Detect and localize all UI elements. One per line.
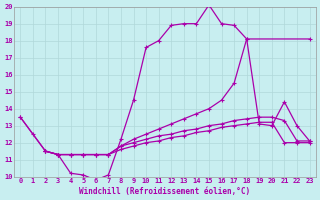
X-axis label: Windchill (Refroidissement éolien,°C): Windchill (Refroidissement éolien,°C) <box>79 187 251 196</box>
